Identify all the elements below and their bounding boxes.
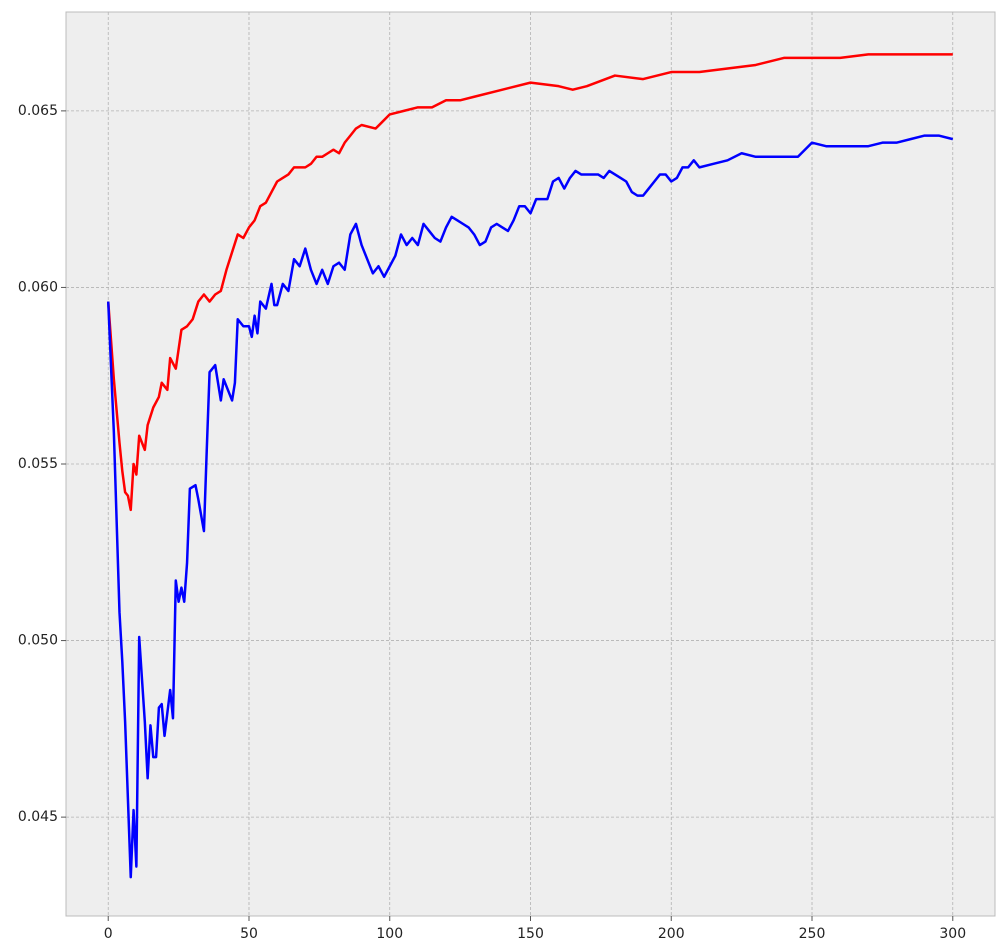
y-tick-label: 0.050 <box>18 633 58 649</box>
data-line <box>106 134 954 879</box>
x-tick-label: 50 <box>240 926 258 942</box>
x-tick-label: 0 <box>104 926 113 942</box>
y-tick-label: 0.045 <box>18 809 58 825</box>
x-tick-label: 250 <box>799 926 826 942</box>
x-tick-label: 300 <box>939 926 966 942</box>
y-tick-label: 0.055 <box>18 456 58 472</box>
data-line <box>106 53 953 512</box>
x-tick-label: 100 <box>376 926 403 942</box>
y-tick-label: 0.065 <box>18 103 58 119</box>
x-tick-label: 150 <box>517 926 544 942</box>
lines <box>106 53 954 879</box>
axes: 0 50 100 150 200 250 300 0.045 0.050 0.055 0.060 0.… <box>18 103 966 942</box>
grid <box>66 12 995 916</box>
x-tick-label: 200 <box>658 926 685 942</box>
y-tick-label: 0.060 <box>18 279 58 295</box>
